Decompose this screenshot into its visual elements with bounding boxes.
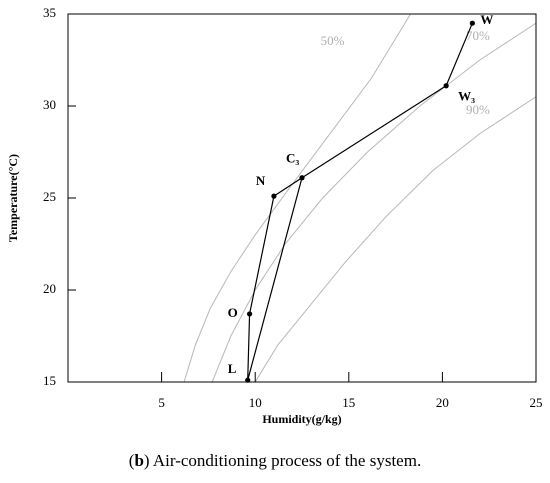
process-line <box>273 177 303 197</box>
rh-curve <box>183 14 412 382</box>
y-axis-title: Temperature(°C) <box>6 154 20 242</box>
process-line <box>301 85 447 179</box>
x-tick-label: 25 <box>530 395 543 410</box>
curve-label: 70% <box>466 28 490 43</box>
point-label: L <box>228 361 237 376</box>
rh-curve <box>254 96 536 382</box>
curve-label: 90% <box>466 102 490 117</box>
y-tick-label: 35 <box>43 5 56 20</box>
process-point <box>246 311 253 317</box>
process-line <box>248 196 275 315</box>
y-tick-label: 20 <box>43 281 56 296</box>
plot-frame <box>67 13 537 383</box>
caption-label: b <box>134 451 143 470</box>
x-tick-label: 20 <box>436 395 449 410</box>
y-tick-label: 25 <box>43 189 56 204</box>
point-label: O <box>228 305 238 320</box>
y-tick-label: 30 <box>43 97 56 112</box>
process-point <box>299 175 305 181</box>
y-tick-label: 15 <box>43 373 56 388</box>
process-point <box>469 20 475 26</box>
process-point <box>271 193 277 199</box>
x-tick-label: 15 <box>342 395 355 410</box>
point-label: C₃ <box>286 151 299 166</box>
x-tick-label: 10 <box>249 395 262 410</box>
caption-part: ( <box>129 451 135 470</box>
process-line <box>445 22 473 86</box>
caption: (b) Air-conditioning process of the syst… <box>129 451 421 470</box>
x-tick-label: 5 <box>158 395 165 410</box>
process-point <box>443 83 449 89</box>
caption-part: ) Air-conditioning process of the system… <box>144 451 421 470</box>
process-point <box>245 377 251 383</box>
curve-label: 50% <box>321 33 345 48</box>
point-label: N <box>256 173 266 188</box>
process-line <box>247 177 303 381</box>
point-label: W <box>480 12 493 27</box>
rh-curve <box>211 22 536 382</box>
point-label: W₃ <box>458 89 475 104</box>
x-axis-title: Humidity(g/kg) <box>262 412 341 426</box>
process-line <box>247 313 251 381</box>
